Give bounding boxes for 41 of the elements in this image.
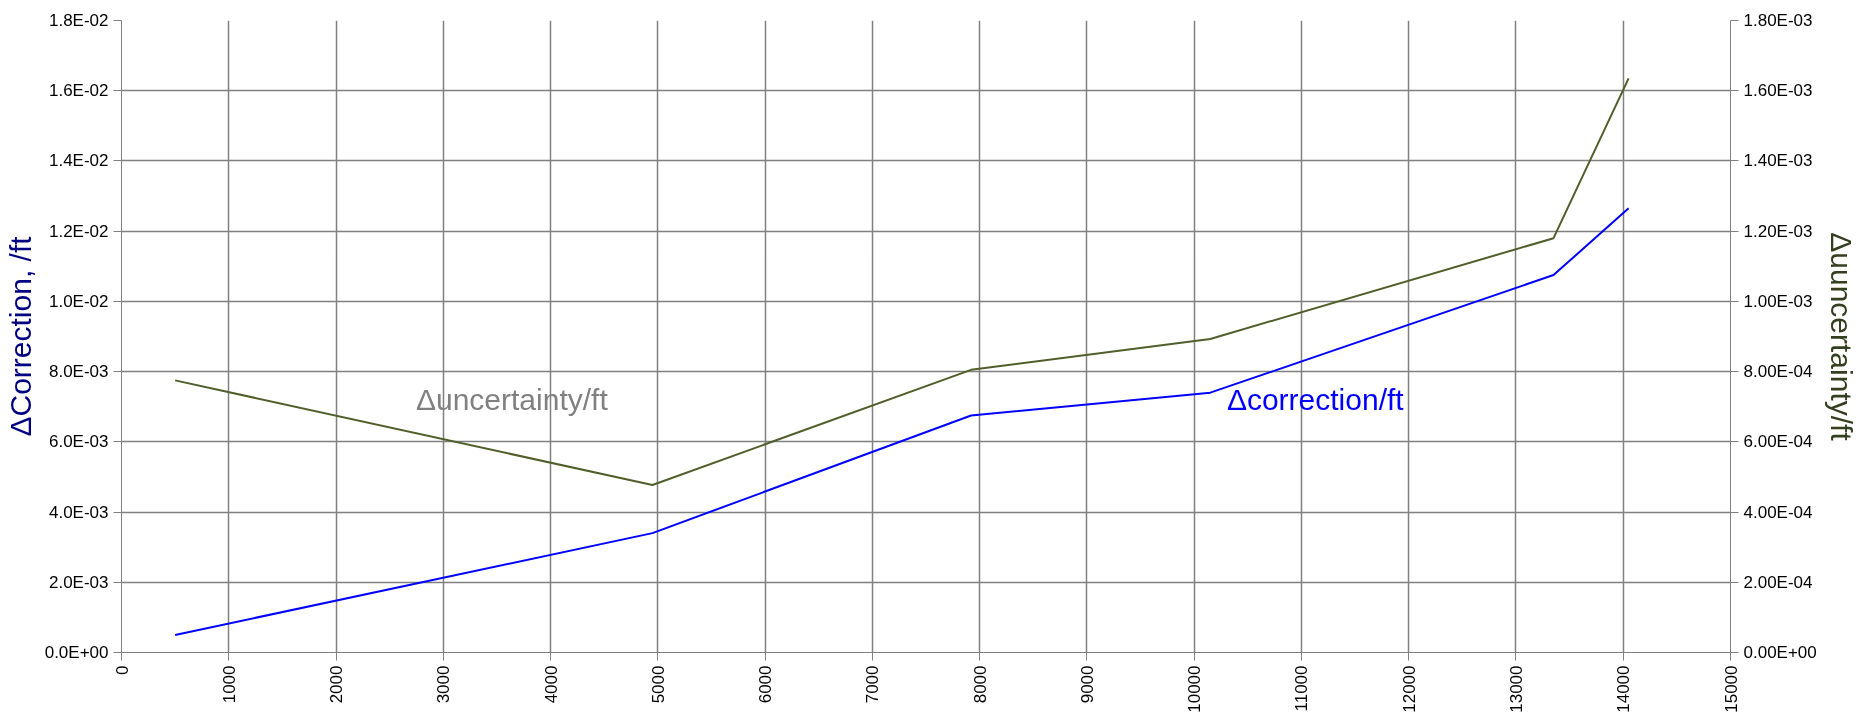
y2-axis-title: Δuuncertainty/ft <box>1824 232 1858 442</box>
y-tick-label: 6.0E-03 <box>48 432 109 452</box>
y2-tick-label: 0.00E+00 <box>1743 643 1817 662</box>
x-tick-label: 1000 <box>219 665 239 704</box>
x-tick-label: 5000 <box>648 665 668 704</box>
x-tick-label: 15000 <box>1721 665 1741 713</box>
y2-tick-label: 1.80E-03 <box>1743 11 1813 30</box>
x-tick-label: 10000 <box>1185 665 1205 713</box>
y-tick-label: 1.2E-02 <box>48 221 109 241</box>
x-tick-label: 8000 <box>970 665 990 704</box>
y2-tick-label: 1.00E-03 <box>1743 291 1813 311</box>
y-tick-label: 4.0E-03 <box>48 502 109 522</box>
line-series <box>174 207 1630 636</box>
y-axis-title: ΔCorrection, /ft <box>3 235 37 437</box>
x-tick-label: 3000 <box>434 665 454 704</box>
y2-tick-label: 1.40E-03 <box>1743 151 1813 171</box>
line-series <box>174 77 1630 487</box>
y-tick-label: 1.4E-02 <box>48 151 109 171</box>
y2-tick-label: 6.00E-04 <box>1743 432 1813 452</box>
x-tick-label: 4000 <box>541 665 561 704</box>
y2-tick-label: 2.00E-04 <box>1743 572 1813 592</box>
y2-tick-label: 8.00E-04 <box>1743 362 1813 382</box>
y-tick-label: 1.8E-02 <box>48 11 109 30</box>
x-tick-label: 6000 <box>756 665 776 704</box>
y-tick-label: 1.6E-02 <box>48 81 109 101</box>
x-tick-label: 12000 <box>1399 665 1419 713</box>
y2-tick-label: 1.60E-03 <box>1743 81 1813 101</box>
x-tick-label: 7000 <box>863 665 883 704</box>
x-tick-label: 2000 <box>327 665 347 704</box>
x-tick-label: 14000 <box>1614 665 1634 713</box>
series-label: Δcorrection/ft <box>1226 383 1405 417</box>
y2-tick-label: 1.20E-03 <box>1743 221 1813 241</box>
y2-tick-label: 4.00E-04 <box>1743 502 1813 522</box>
y-tick-label: 2.0E-03 <box>48 572 109 592</box>
y-tick-label: 8.0E-03 <box>48 362 109 382</box>
x-tick-label: 11000 <box>1292 665 1312 712</box>
x-tick-label: 13000 <box>1506 665 1526 713</box>
x-tick-label: 9000 <box>1077 665 1097 704</box>
y-tick-label: 0.0E+00 <box>44 643 109 662</box>
x-tick-label: 0 <box>112 665 132 675</box>
y-tick-label: 1.0E-02 <box>48 291 109 311</box>
